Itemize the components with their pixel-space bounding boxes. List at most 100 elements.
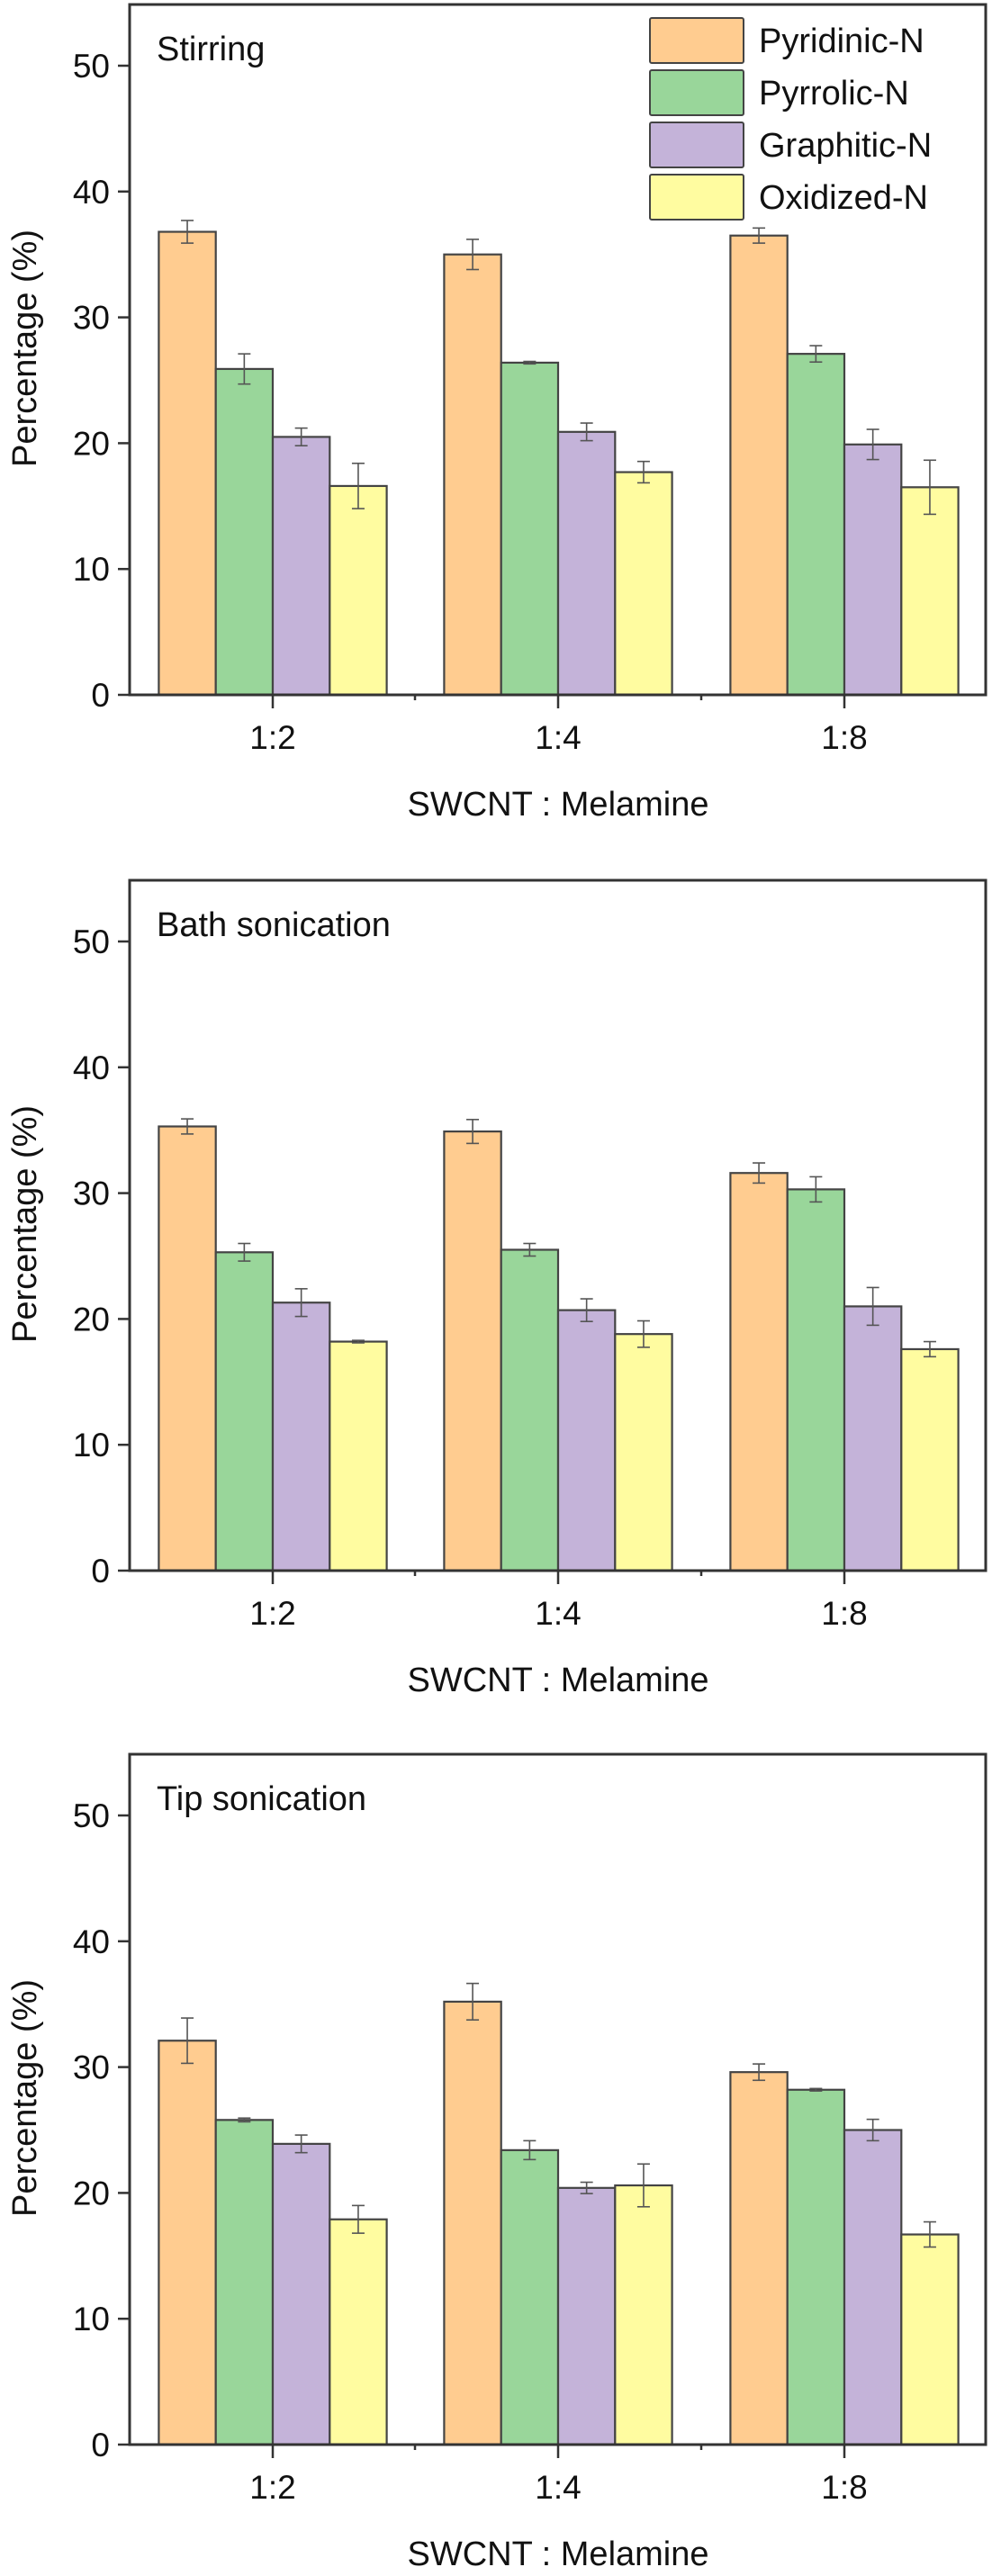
errorbar — [753, 2063, 766, 2082]
panel-title: Tip sonication — [157, 1780, 366, 1818]
bar-pyridinic-n-1:8 — [729, 2071, 789, 2446]
y-tick-label: 10 — [73, 551, 110, 588]
errorbar — [181, 1118, 194, 1135]
errorbar — [636, 460, 650, 484]
y-tick-label: 40 — [73, 174, 110, 211]
bar-oxidized-n-1:4 — [614, 2184, 673, 2446]
errorbar — [809, 1175, 823, 1203]
y-tick-label: 30 — [73, 300, 110, 337]
x-axis-title: SWCNT : Melamine — [407, 2535, 708, 2571]
x-tick-label: 1:4 — [535, 1595, 581, 1632]
bar-pyrrolic-n-1:4 — [500, 2148, 560, 2446]
legend-label-pyridinic-n: Pyridinic-N — [759, 23, 924, 60]
y-tick-label: 40 — [73, 1049, 110, 1086]
y-tick-label: 30 — [73, 1175, 110, 1212]
panel-tip-sonication: 0 10 20 30 40 50 1:2 1:4 1:8 Tip sonication SWCNT … — [6, 1752, 987, 2573]
bar-graphitic-n-1:2 — [271, 436, 331, 697]
bar-graphitic-n-1:2 — [271, 1302, 331, 1572]
errorbar — [181, 220, 194, 244]
errorbar — [238, 1242, 251, 1262]
legend-label-pyrrolic-n: Pyrrolic-N — [759, 75, 909, 113]
bar-pyridinic-n-1:8 — [729, 234, 789, 697]
bar-pyrrolic-n-1:4 — [500, 361, 560, 697]
x-tick-label: 1:8 — [821, 1595, 867, 1632]
y-tick-label: 20 — [73, 425, 110, 462]
errorbar — [923, 459, 936, 516]
y-tick-label: 10 — [73, 2301, 110, 2337]
bar-graphitic-n-1:8 — [843, 1305, 903, 1572]
errorbar — [523, 1242, 537, 1257]
bar-pyridinic-n-1:4 — [443, 1130, 502, 1572]
y-tick-label: 50 — [73, 923, 110, 960]
errorbar — [238, 2117, 251, 2123]
x-tick-label: 1:2 — [249, 719, 295, 756]
errorbar — [523, 360, 537, 365]
errorbar — [351, 1339, 365, 1344]
legend-label-graphitic-n: Graphitic-N — [759, 127, 932, 165]
y-tick-label: 50 — [73, 1797, 110, 1834]
bar-oxidized-n-1:2 — [329, 484, 388, 697]
errorbar — [580, 2181, 593, 2194]
legend-swatch-pyrrolic-n — [649, 69, 744, 116]
bar-pyrrolic-n-1:8 — [786, 353, 846, 697]
errorbar — [753, 227, 766, 244]
errorbar — [866, 1286, 879, 1327]
errorbar — [866, 428, 879, 461]
panel-title: Bath sonication — [157, 906, 391, 944]
bar-oxidized-n-1:8 — [900, 1347, 960, 1572]
bar-graphitic-n-1:8 — [843, 443, 903, 697]
x-axis-title: SWCNT : Melamine — [407, 786, 708, 824]
y-tick-label: 30 — [73, 2049, 110, 2086]
x-tick-label: 1:2 — [249, 2469, 295, 2506]
errorbar — [294, 2134, 308, 2154]
x-axis-title: SWCNT : Melamine — [407, 1662, 708, 1699]
errorbar — [466, 1119, 480, 1145]
bar-pyrrolic-n-1:8 — [786, 2088, 846, 2446]
errorbar — [523, 2139, 537, 2161]
errorbar — [580, 422, 593, 442]
bar-pyridinic-n-1:8 — [729, 1172, 789, 1572]
bar-pyridinic-n-1:4 — [443, 253, 502, 697]
y-tick-label: 40 — [73, 1923, 110, 1960]
bar-oxidized-n-1:8 — [900, 486, 960, 697]
legend-swatch-pyridinic-n — [649, 17, 744, 64]
y-tick-label: 50 — [73, 48, 110, 85]
bar-oxidized-n-1:4 — [614, 471, 673, 697]
y-tick-label: 0 — [91, 1553, 110, 1590]
y-tick-label: 10 — [73, 1427, 110, 1464]
panel-stirring: 0 10 20 30 40 50 1:2 1:4 1:8 Stirring SWCNT : Mela… — [6, 3, 987, 824]
bar-pyrrolic-n-1:2 — [214, 367, 275, 697]
x-tick-label: 1:8 — [821, 719, 867, 756]
errorbar — [636, 2163, 650, 2208]
legend-swatch-oxidized-n — [649, 174, 744, 221]
legend: Pyridinic-N Pyrrolic-N Graphitic-N Oxidized… — [649, 17, 932, 221]
bar-graphitic-n-1:4 — [556, 1309, 617, 1572]
y-axis-title: Percentage (%) — [6, 1105, 44, 1343]
errorbar — [809, 2087, 823, 2092]
errorbar — [351, 2204, 365, 2234]
errorbar — [294, 427, 308, 446]
panel-title: Stirring — [157, 31, 265, 68]
errorbar — [466, 1982, 480, 2021]
bar-graphitic-n-1:4 — [556, 430, 617, 697]
panel-bath-sonication: 0 10 20 30 40 50 1:2 1:4 1:8 Bath sonication SWCNT… — [6, 878, 987, 1699]
x-tick-label: 1:8 — [821, 2469, 867, 2506]
errorbar — [923, 1340, 936, 1358]
bar-graphitic-n-1:8 — [843, 2129, 903, 2446]
bar-pyrrolic-n-1:8 — [786, 1188, 846, 1572]
x-tick-label: 1:4 — [535, 2469, 581, 2506]
bar-oxidized-n-1:2 — [329, 1340, 388, 1572]
legend-label-oxidized-n: Oxidized-N — [759, 179, 928, 217]
y-tick-label: 20 — [73, 1301, 110, 1338]
errorbar — [866, 2118, 879, 2142]
errorbar — [181, 2017, 194, 2065]
bar-pyridinic-n-1:2 — [158, 230, 217, 697]
bar-oxidized-n-1:8 — [900, 2233, 960, 2446]
bar-oxidized-n-1:2 — [329, 2218, 388, 2446]
y-tick-label: 20 — [73, 2175, 110, 2211]
errorbar — [636, 1320, 650, 1348]
bar-pyridinic-n-1:4 — [443, 2000, 502, 2446]
errorbar — [238, 353, 251, 385]
